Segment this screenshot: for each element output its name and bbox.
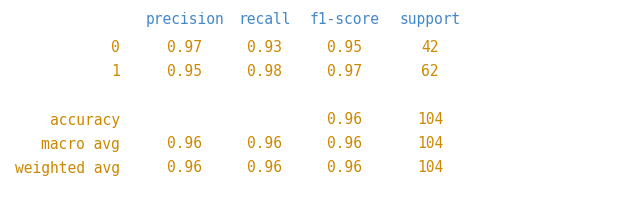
Text: 0.96: 0.96: [327, 112, 363, 128]
Text: 0.96: 0.96: [248, 160, 283, 176]
Text: recall: recall: [239, 12, 291, 27]
Text: weighted avg: weighted avg: [15, 160, 120, 176]
Text: 0.97: 0.97: [327, 64, 363, 79]
Text: 0: 0: [111, 40, 120, 55]
Text: 42: 42: [422, 40, 439, 55]
Text: accuracy: accuracy: [50, 112, 120, 128]
Text: macro avg: macro avg: [41, 136, 120, 152]
Text: 0.96: 0.96: [327, 136, 363, 152]
Text: 0.93: 0.93: [248, 40, 283, 55]
Text: 0.97: 0.97: [167, 40, 202, 55]
Text: 104: 104: [417, 160, 443, 176]
Text: 0.96: 0.96: [248, 136, 283, 152]
Text: 0.96: 0.96: [327, 160, 363, 176]
Text: 0.96: 0.96: [167, 136, 202, 152]
Text: 0.95: 0.95: [167, 64, 202, 79]
Text: precision: precision: [145, 12, 224, 27]
Text: 62: 62: [422, 64, 439, 79]
Text: f1-score: f1-score: [310, 12, 380, 27]
Text: support: support: [399, 12, 461, 27]
Text: 0.98: 0.98: [248, 64, 283, 79]
Text: 0.96: 0.96: [167, 160, 202, 176]
Text: 0.95: 0.95: [327, 40, 363, 55]
Text: 1: 1: [111, 64, 120, 79]
Text: 104: 104: [417, 112, 443, 128]
Text: 104: 104: [417, 136, 443, 152]
